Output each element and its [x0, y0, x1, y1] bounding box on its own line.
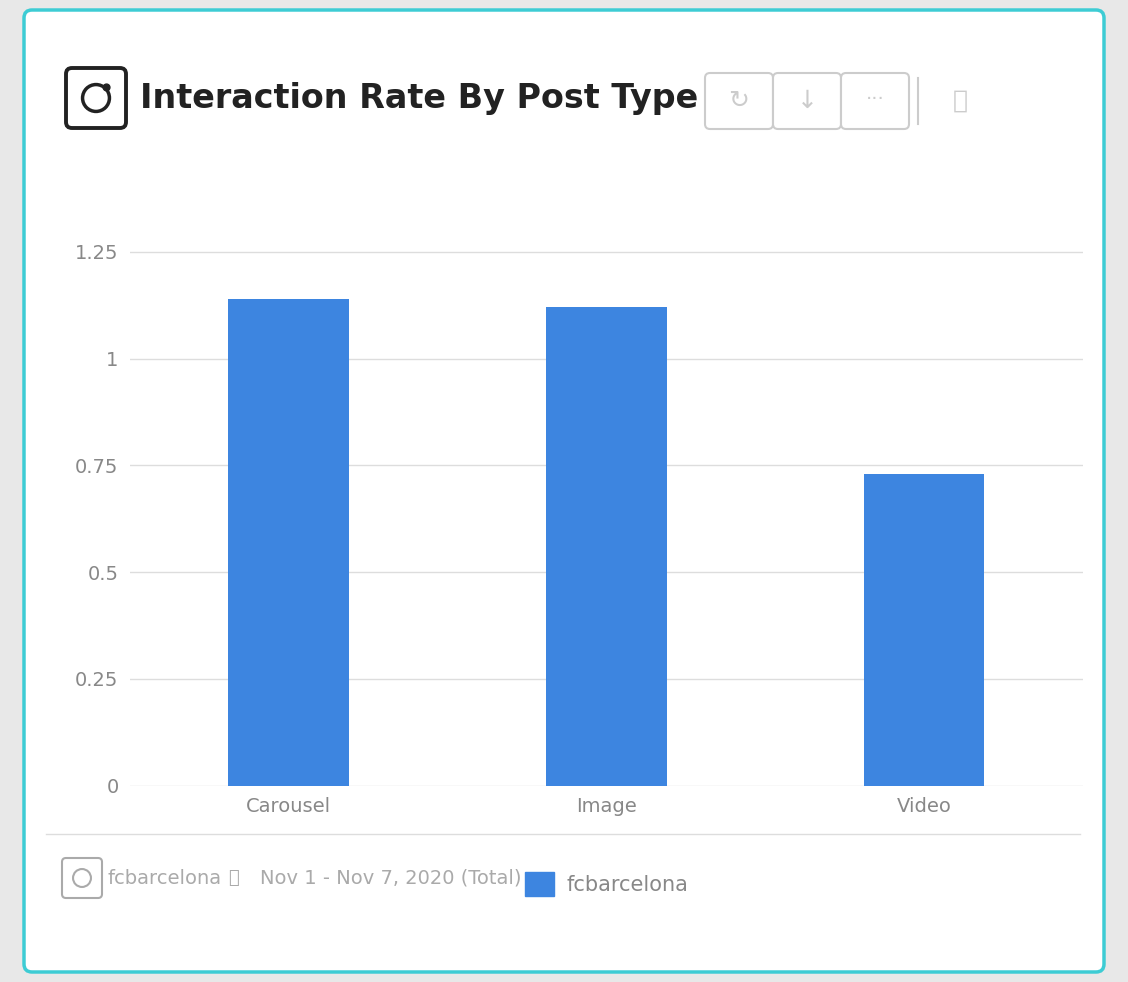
Text: ↻: ↻ [729, 89, 749, 113]
Text: ···: ··· [865, 89, 884, 108]
FancyBboxPatch shape [705, 73, 773, 129]
Bar [864, 474, 985, 786]
Text: Nov 1 - Nov 7, 2020 (Total): Nov 1 - Nov 7, 2020 (Total) [259, 868, 521, 888]
Bar [546, 307, 667, 786]
Circle shape [103, 84, 109, 90]
Text: 🗓: 🗓 [228, 869, 239, 887]
FancyBboxPatch shape [24, 10, 1104, 972]
Text: ⤢: ⤢ [952, 89, 968, 113]
FancyBboxPatch shape [773, 73, 841, 129]
Text: Interaction Rate By Post Type: Interaction Rate By Post Type [140, 82, 698, 115]
FancyBboxPatch shape [841, 73, 909, 129]
Text: ↓: ↓ [796, 89, 818, 113]
Text: fcbarcelona: fcbarcelona [108, 868, 222, 888]
Legend: fcbarcelona: fcbarcelona [517, 864, 696, 904]
Bar [228, 299, 349, 786]
